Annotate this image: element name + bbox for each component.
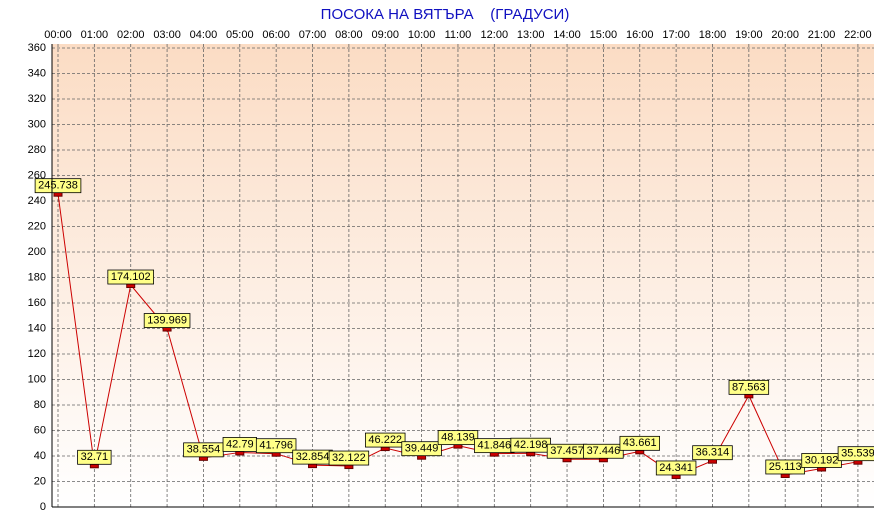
value-label-box — [143, 313, 191, 328]
y-tick-label: 180 — [28, 271, 46, 283]
value-label: 43.661 — [623, 437, 657, 449]
y-tick-label: 160 — [28, 297, 46, 309]
value-label-box — [365, 432, 406, 448]
y-tick-label: 360 — [28, 42, 46, 54]
x-tick-label: 01:00 — [81, 29, 109, 41]
value-label: 32.122 — [332, 452, 366, 464]
y-tick-label: 40 — [34, 450, 46, 462]
value-label: 87.563 — [732, 381, 766, 393]
y-tick-label: 240 — [28, 195, 46, 207]
x-tick-label: 04:00 — [190, 29, 218, 41]
value-label: 42.198 — [514, 439, 548, 451]
value-label-box — [255, 438, 297, 454]
x-tick-label: 07:00 — [299, 29, 327, 41]
y-tick-label: 300 — [28, 118, 46, 130]
x-tick-label: 09:00 — [371, 29, 399, 41]
value-label: 37.446 — [587, 445, 621, 457]
value-label-box — [107, 269, 155, 285]
value-label-box — [692, 445, 733, 461]
x-tick-label: 22:00 — [844, 29, 872, 41]
marks: 245.738 32.71 174.102 139.969 38.554 42.79 41.… — [34, 178, 874, 479]
x-tick-label: 06:00 — [262, 29, 290, 41]
plot-area — [52, 44, 874, 507]
value-label: 32.854 — [296, 451, 330, 463]
value-label-box — [328, 450, 370, 466]
value-label: 48.139 — [441, 432, 475, 444]
value-label: 42.79 — [226, 438, 254, 450]
y-tick-label: 320 — [28, 93, 46, 105]
x-tick-label: 20:00 — [771, 29, 799, 41]
value-label: 38.554 — [187, 444, 221, 456]
value-label: 41.796 — [259, 440, 293, 452]
value-label: 39.449 — [405, 443, 439, 455]
y-tick-label: 200 — [28, 246, 46, 258]
value-label-box — [34, 178, 82, 194]
value-label: 35.539 — [841, 448, 874, 460]
y-tick-label: 100 — [28, 373, 46, 385]
value-label-box — [77, 449, 112, 465]
y-tick-label: 280 — [28, 144, 46, 156]
x-tick-label: 08:00 — [335, 29, 363, 41]
value-label: 32.71 — [81, 451, 109, 463]
value-label: 37.457 — [550, 445, 584, 457]
value-label-box — [655, 460, 697, 476]
y-tick-label: 80 — [34, 399, 46, 411]
x-tick-label: 11:00 — [445, 29, 472, 41]
x-tick-label: 13:00 — [517, 29, 545, 41]
x-tick-label: 17:00 — [662, 29, 690, 41]
value-label: 174.102 — [111, 271, 151, 283]
value-label: 25.113 — [769, 461, 802, 473]
y-tick-label: 140 — [28, 322, 46, 334]
x-tick-label: 03:00 — [153, 29, 181, 41]
value-label: 46.222 — [368, 434, 402, 446]
value-label-box — [437, 430, 479, 446]
x-tick-label: 14:00 — [553, 29, 581, 41]
x-tick-label: 16:00 — [626, 29, 654, 41]
y-tick-label: 220 — [28, 220, 46, 232]
value-label: 245.738 — [38, 180, 78, 192]
x-tick-label: 15:00 — [590, 29, 618, 41]
value-label-box — [619, 435, 660, 451]
value-label: 41.846 — [477, 440, 511, 452]
value-label: 30.192 — [805, 454, 839, 466]
value-label: 139.969 — [147, 314, 187, 326]
y-tick-label: 60 — [34, 424, 46, 436]
y-tick-label: 20 — [34, 475, 46, 487]
grid: 0204060801001201401601802002202402602803… — [28, 29, 874, 513]
x-tick-label: 02:00 — [117, 29, 145, 41]
x-tick-label: 10:00 — [408, 29, 436, 41]
value-label-box — [583, 443, 624, 459]
x-tick-label: 12:00 — [481, 29, 509, 41]
x-tick-label: 19:00 — [735, 29, 763, 41]
x-tick-label: 05:00 — [226, 29, 254, 41]
y-tick-label: 0 — [40, 501, 46, 513]
y-tick-label: 120 — [28, 348, 46, 360]
x-tick-label: 18:00 — [699, 29, 727, 41]
x-tick-label: 00:00 — [44, 29, 72, 41]
y-tick-label: 340 — [28, 67, 46, 79]
x-tick-label: 21:00 — [808, 29, 836, 41]
value-label-box — [837, 446, 874, 462]
value-label: 24.341 — [659, 462, 693, 474]
value-label-box — [401, 441, 442, 457]
value-label: 36.314 — [696, 447, 730, 459]
value-label-box — [728, 379, 770, 395]
chart-title: ПОСОКА НА ВЯТЪРА (ГРАДУСИ) — [321, 6, 570, 23]
